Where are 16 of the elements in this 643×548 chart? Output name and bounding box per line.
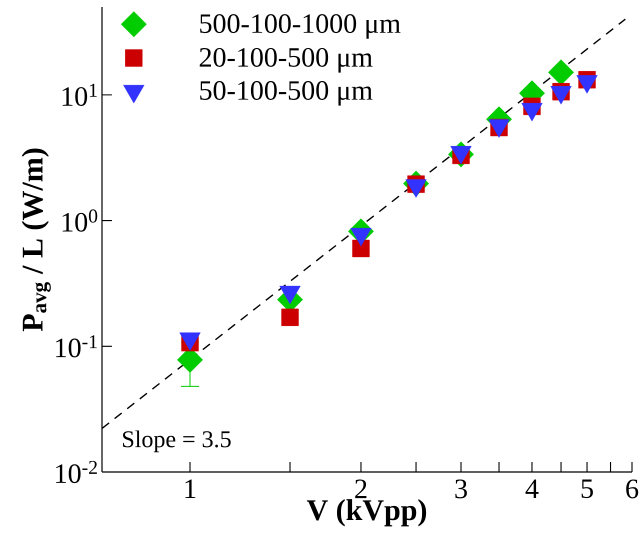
x-tick-label: 6 bbox=[626, 480, 638, 498]
legend-label: 500-100-1000 μm bbox=[200, 14, 401, 39]
y-tick-label: 10$^{-1}$ bbox=[56, 335, 97, 358]
y-axis-title: P$_{avg}$ / L (W/m) bbox=[22, 148, 51, 332]
x-tick-label: 4 bbox=[526, 480, 539, 498]
annotation: Slope = 3.5 bbox=[123, 430, 231, 452]
legend-label: 50-100-500 μm bbox=[200, 81, 373, 106]
x-tick-label: 5 bbox=[582, 480, 593, 498]
y-tick-label: 10$^{1}$ bbox=[62, 84, 97, 106]
legend-label: 20-100-500 μm bbox=[200, 48, 373, 73]
x-axis-title: V (kVpp) bbox=[306, 499, 426, 526]
y-tick-label: 10$^{-2}$ bbox=[56, 460, 97, 484]
x-tick-label: 3 bbox=[455, 480, 467, 498]
y-tick-label: 10$^{0}$ bbox=[62, 209, 98, 232]
x-tick-label: 2 bbox=[355, 480, 366, 498]
x-tick-label: 1 bbox=[185, 480, 196, 498]
